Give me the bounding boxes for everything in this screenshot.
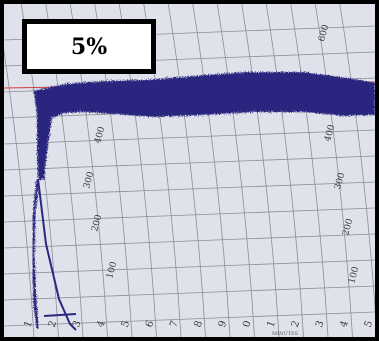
- time-grid-line: [216, 4, 255, 337]
- minutes-tick-label: 4: [95, 319, 108, 329]
- concentration-label: 5%: [22, 19, 156, 74]
- grid-lines: [4, 4, 375, 337]
- minutes-tick-label: 9: [217, 319, 230, 329]
- minutes-tick-label: 3: [314, 319, 327, 329]
- right-scale-tick-label: 300: [333, 171, 347, 190]
- minutes-tick-label: 5: [363, 319, 375, 329]
- value-grid-line: [4, 285, 375, 301]
- time-grid-line: [241, 4, 280, 337]
- time-grid-line: [265, 4, 304, 337]
- left-scale-tick-label: 100: [105, 260, 119, 279]
- left-scale-ticks: 100 200 300 400: [82, 125, 119, 279]
- minutes-tick-label: 1: [22, 319, 35, 329]
- minutes-caption: MINUTES: [272, 331, 299, 337]
- minutes-tick-label: 5: [120, 319, 133, 329]
- value-grid-line: [4, 311, 375, 327]
- minutes-axis-ticks: 1 2 3 4 5 6 7 8 9 0 1 2 3 4 5: [22, 319, 375, 329]
- minutes-tick-label: 3: [71, 319, 84, 329]
- minutes-tick-label: 1: [265, 319, 278, 329]
- right-scale-ticks: 100 200 300 400 600: [317, 23, 361, 284]
- time-grid-line: [339, 4, 375, 313]
- minutes-tick-label: 2: [290, 319, 303, 329]
- minutes-tick-label: 2: [47, 319, 60, 329]
- left-scale-tick-label: 300: [82, 170, 96, 189]
- right-scale-tick-label: 400: [323, 123, 337, 142]
- time-grid-line: [290, 4, 329, 337]
- left-scale-tick-label: 400: [93, 125, 107, 144]
- time-grid-line: [314, 4, 353, 337]
- ink-trace-descending: [31, 178, 40, 330]
- value-grid-line: [4, 233, 375, 249]
- minutes-tick-label: 4: [338, 319, 351, 329]
- value-grid-line: [4, 207, 375, 223]
- time-grid-line: [167, 4, 206, 337]
- concentration-label-text: 5%: [70, 33, 108, 60]
- minutes-tick-label: 0: [241, 319, 254, 329]
- minutes-tick-label: 7: [168, 319, 181, 329]
- time-grid-line: [192, 4, 231, 337]
- minutes-tick-label: 8: [193, 319, 206, 329]
- right-scale-tick-label: 100: [347, 265, 361, 284]
- value-grid-line: [4, 155, 375, 171]
- value-grid-line: [4, 181, 375, 197]
- value-grid-line: [4, 259, 375, 275]
- minutes-tick-label: 6: [144, 319, 157, 329]
- value-grid-line: [4, 129, 375, 145]
- ink-trace-band: [34, 72, 375, 180]
- time-grid-line: [4, 48, 35, 337]
- right-scale-tick-label: 600: [317, 23, 331, 42]
- ink-trace-lower: [37, 178, 77, 331]
- right-scale-tick-label: 200: [341, 217, 355, 236]
- left-scale-tick-label: 200: [90, 213, 104, 232]
